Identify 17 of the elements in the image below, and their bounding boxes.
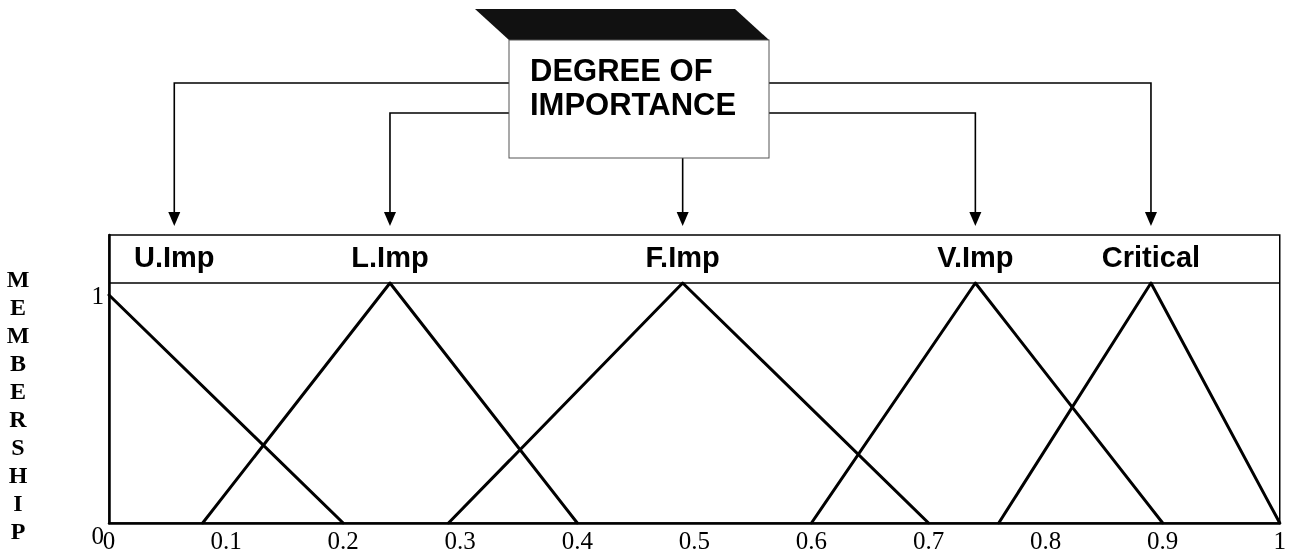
y-axis-title: MEMBERSHIP — [5, 266, 31, 546]
x-tick-label: 0.9 — [1147, 527, 1179, 554]
x-tick-label: 1 — [1273, 527, 1286, 554]
x-tick-label: 0.4 — [561, 527, 594, 554]
legend-label: L.Imp — [351, 240, 429, 273]
x-tick-label: 0.5 — [678, 527, 710, 554]
x-tick-label: 0.6 — [795, 527, 828, 554]
x-tick-label: 0.3 — [444, 527, 476, 554]
x-tick-label: 0.8 — [1029, 527, 1062, 554]
x-tick-label: 0.1 — [210, 527, 242, 554]
x-tick-label: 0.2 — [327, 527, 359, 554]
legend-label: U.Imp — [134, 240, 215, 273]
x-tick-label: 0.7 — [912, 527, 945, 554]
legend-label: F.Imp — [645, 240, 720, 273]
legend-label: V.Imp — [937, 240, 1014, 273]
chart-title: DEGREE OF IMPORTANCE — [529, 52, 738, 122]
legend-label: Critical — [1101, 240, 1201, 273]
